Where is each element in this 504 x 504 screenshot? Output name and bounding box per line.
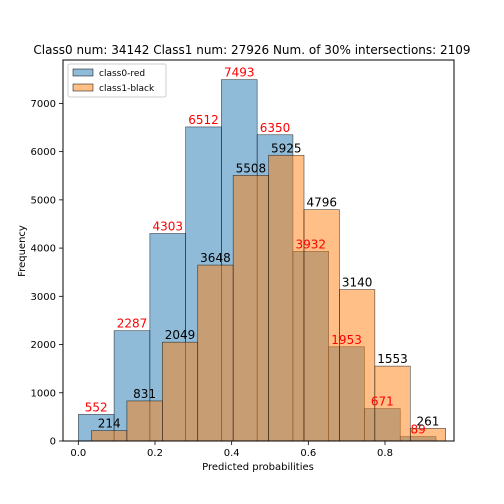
y-tick-label: 1000 [31,388,56,399]
x-tick-label: 0.2 [147,448,163,459]
value-label-class0: 7493 [224,66,255,80]
bar-class1 [268,154,305,442]
value-label-class1: 2049 [165,328,196,342]
value-label-class0: 2287 [117,317,148,331]
value-label-class1: 214 [98,417,121,431]
x-axis-label: Predicted probabilities [202,462,314,473]
value-label-class0: 4303 [152,219,183,233]
bar-class1 [197,264,234,442]
y-ticks-layer: 0 1000 2000 3000 4000 5000 6000 7000 [31,99,63,448]
bar-class1 [232,175,269,442]
value-label-class0: 671 [371,395,394,409]
legend-swatch-class1 [72,83,94,92]
value-label-class0: 6512 [188,113,219,127]
y-tick-label: 2000 [31,340,56,351]
bar-class1 [374,365,411,442]
y-tick-label: 6000 [31,147,56,158]
value-label-class1: 3648 [200,251,231,265]
x-ticks-layer: 0.0 0.2 0.4 0.6 0.8 [70,441,393,459]
y-tick-label: 0 [50,437,56,448]
y-tick-label: 5000 [31,195,56,206]
y-tick-label: 4000 [31,244,56,255]
legend-label-class1: class1-black [99,84,155,94]
bar-class1 [339,289,376,442]
y-tick-label: 3000 [31,292,56,303]
legend-swatch-class0 [72,68,94,77]
legend: class0-red class1-black [67,63,167,98]
value-label-class0: 3932 [296,237,327,251]
x-tick-label: 0.0 [70,448,86,459]
bar-class1 [303,209,340,442]
x-tick-label: 0.4 [224,448,240,459]
value-label-class1: 261 [417,414,440,428]
value-label-class1: 3140 [342,276,373,290]
value-label-class0: 1953 [331,333,362,347]
x-tick-label: 0.8 [377,448,393,459]
value-label-class1: 831 [133,387,156,401]
axes-frame [62,59,455,442]
value-labels-layer: 552 2287 4303 6512 7493 6350 3932 1953 671 89 214 8… [85,66,440,437]
bar-class1 [91,430,128,442]
bar-class1 [126,400,163,442]
value-label-class0: 552 [85,400,108,414]
value-label-class0: 89 [410,423,425,437]
bars-layer [78,79,446,442]
chart-title: Class0 num: 34142 Class1 num: 27926 Num.… [33,43,470,57]
value-label-class1: 5925 [271,141,302,155]
value-label-class1: 5508 [236,161,267,175]
legend-label-class0: class0-red [99,69,145,79]
value-label-class0: 6350 [260,121,291,135]
y-tick-label: 7000 [31,99,56,110]
value-label-class1: 1553 [377,352,408,366]
value-label-class1: 4796 [306,196,337,210]
x-tick-label: 0.6 [300,448,316,459]
y-axis-label: Frequency [17,225,28,277]
bar-class1 [162,341,199,442]
